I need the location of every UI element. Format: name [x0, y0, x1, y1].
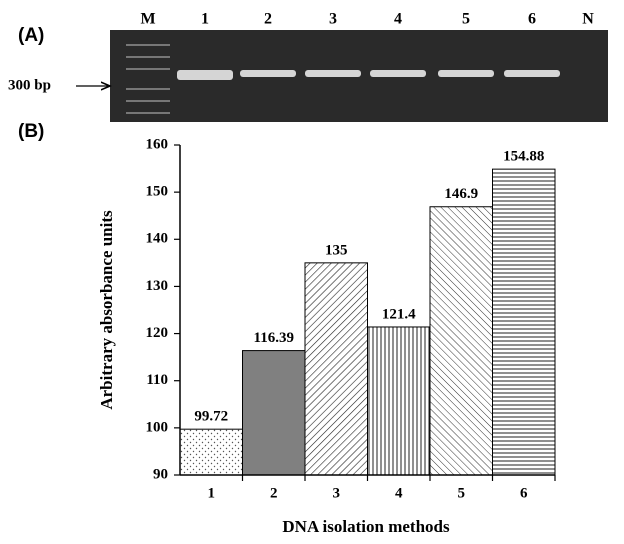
dna-band [240, 70, 296, 77]
y-tick-label: 160 [146, 136, 169, 152]
x-axis-label: DNA isolation methods [282, 517, 450, 536]
chart: DNA isolation methods Arbitrary absorban… [97, 136, 555, 535]
y-tick-label: 140 [146, 231, 169, 247]
ladder-band [126, 100, 170, 102]
lane-label: 4 [394, 11, 402, 28]
dna-band [370, 70, 426, 77]
marker-label: 300 bp [8, 77, 51, 93]
bar [368, 327, 431, 475]
bar [180, 429, 243, 475]
x-tick-label: 3 [333, 485, 341, 501]
lane-label: 3 [329, 11, 337, 28]
panel-label: (A) [18, 25, 44, 46]
panel-label: (B) [18, 121, 44, 142]
lane-label: 2 [264, 11, 272, 28]
figure: (A) (B) 300 bp M 1 2 3 4 5 6 N DNA isolation me… [0, 0, 624, 544]
lane-label: 6 [528, 11, 536, 28]
y-tick-label: 90 [153, 466, 168, 482]
lane-label: N [582, 11, 594, 28]
ladder-band [126, 44, 170, 46]
lane-label: M [140, 11, 155, 28]
y-tick-label: 130 [146, 278, 169, 294]
dna-band [177, 70, 233, 80]
x-tick-label: 6 [520, 485, 528, 501]
lane-label: 1 [201, 11, 209, 28]
value-label: 116.39 [254, 330, 294, 346]
y-tick-label: 110 [146, 372, 168, 388]
y-tick-label: 120 [146, 325, 169, 341]
x-tick-label: 5 [458, 485, 466, 501]
value-label: 99.72 [194, 409, 228, 425]
dna-band [305, 70, 361, 77]
x-tick-label: 1 [208, 485, 216, 501]
lane-label: 5 [462, 11, 470, 28]
x-tick-label: 2 [270, 485, 278, 501]
value-label: 121.4 [382, 306, 416, 322]
dna-band [504, 70, 560, 77]
ladder-band [126, 68, 170, 70]
value-label: 146.9 [444, 186, 478, 202]
y-tick-label: 100 [146, 419, 169, 435]
ladder-band [126, 56, 170, 58]
ladder-band [126, 112, 170, 114]
x-tick-label: 4 [395, 485, 403, 501]
value-label: 135 [325, 242, 348, 258]
bar [305, 263, 368, 475]
ladder-band [126, 88, 170, 90]
dna-band [438, 70, 494, 77]
bar [430, 207, 493, 475]
y-axis-label: Arbitrary absorbance units [97, 210, 116, 410]
bar [243, 351, 306, 475]
bar [493, 169, 556, 475]
y-tick-label: 150 [146, 184, 169, 200]
value-label: 154.88 [503, 149, 544, 165]
